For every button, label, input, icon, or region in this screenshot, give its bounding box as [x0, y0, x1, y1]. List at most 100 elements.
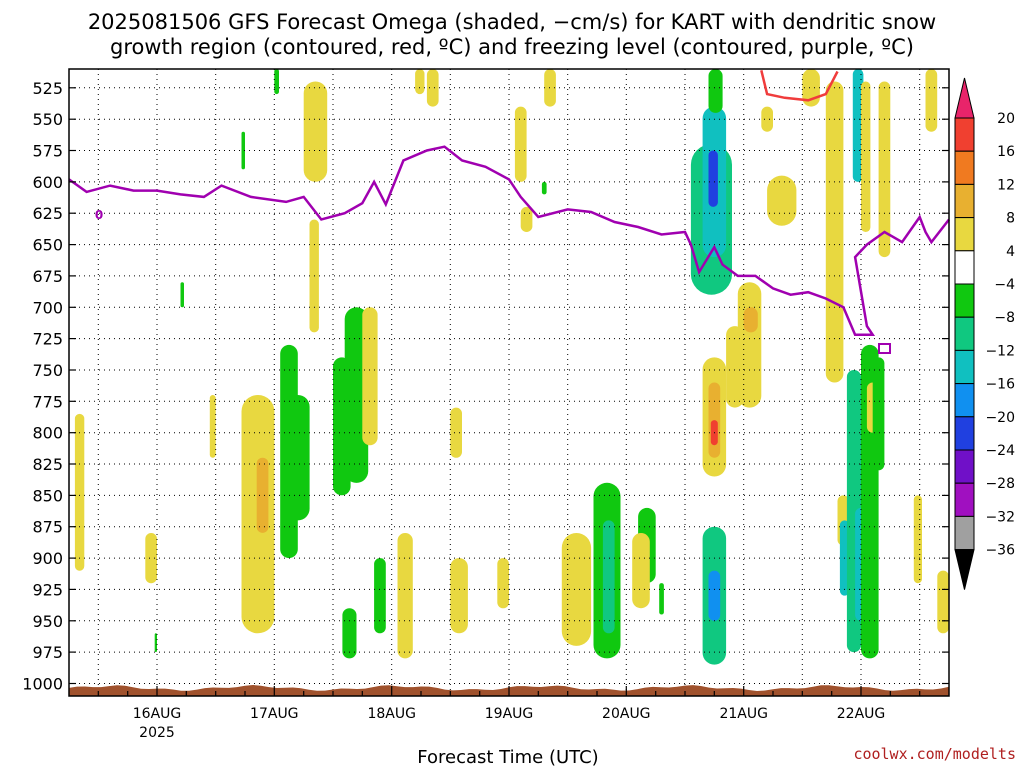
x-tick-label-18AUG: 18AUG	[367, 706, 416, 722]
colorbar-seg-6	[954, 283, 975, 318]
colorbar-seg-12	[954, 482, 975, 517]
omega-patch-18	[450, 558, 468, 634]
omega-patch-61	[541, 181, 547, 195]
omega-patch-17	[450, 407, 462, 458]
y-tick-label-525: 525	[32, 79, 63, 98]
omega-patch-41	[767, 175, 797, 226]
omega-patch-43	[825, 81, 844, 383]
colorbar-seg-3	[954, 183, 975, 219]
y-tick-label-600: 600	[32, 173, 63, 192]
colorbar-label-0: 20	[997, 111, 1015, 127]
colorbar-label-1: 16	[997, 144, 1015, 160]
omega-patch-21	[520, 206, 533, 232]
x-axis-year-label: 2025	[139, 725, 175, 741]
y-tick-label-550: 550	[32, 110, 63, 129]
y-tick-label-575: 575	[32, 142, 63, 161]
chart-title-line-1: 2025081506 GFS Forecast Omega (shaded, −…	[88, 10, 936, 34]
dgz-contour	[760, 70, 839, 102]
colorbar-label-11: −28	[985, 476, 1015, 492]
omega-patch-0	[74, 413, 85, 571]
colorbar-label-8: −16	[985, 377, 1015, 393]
y-tick-label-650: 650	[32, 236, 63, 255]
y-tick-label-625: 625	[32, 204, 63, 223]
colorbar-seg-1	[954, 117, 975, 152]
omega-patch-56	[937, 570, 949, 634]
omega-patch-14	[397, 533, 413, 659]
omega-patch-48	[852, 69, 864, 182]
x-tick-label-16AUG: 16AUG	[133, 706, 182, 722]
colorbar-seg-7	[954, 316, 975, 351]
omega-patch-60	[241, 131, 245, 170]
dgz-line	[760, 70, 839, 102]
colorbar-seg-13	[954, 515, 975, 551]
omega-patch-16	[426, 69, 439, 107]
colorbar-label-10: −24	[985, 443, 1015, 459]
colorbar-label-6: −8	[994, 310, 1015, 326]
omega-patch-31	[708, 69, 723, 113]
freezing-level-closed-contour	[878, 343, 891, 354]
omega-patch-2	[209, 395, 216, 458]
colorbar-label-13: −36	[985, 543, 1015, 559]
colorbar-seg-2	[954, 150, 975, 185]
omega-patch-39	[743, 307, 758, 333]
colorbar-label-9: −20	[985, 410, 1015, 426]
omega-patch-54	[913, 495, 922, 584]
omega-patch-12	[342, 608, 357, 659]
y-tick-label-750: 750	[32, 361, 63, 380]
x-tick-label-20AUG: 20AUG	[602, 706, 651, 722]
x-tick-label-22AUG: 22AUG	[837, 706, 886, 722]
y-tick-label-925: 925	[32, 580, 63, 599]
colorbar-label-7: −12	[985, 343, 1015, 359]
omega-patch-49	[861, 81, 871, 232]
omega-patch-33	[708, 382, 721, 458]
colorbar-label-3: 8	[1006, 211, 1015, 227]
omega-patch-23	[561, 533, 592, 646]
colorbar-seg-8	[954, 349, 975, 385]
colorbar-label-2: 12	[997, 177, 1015, 193]
omega-patch-15	[415, 69, 425, 95]
y-tick-label-975: 975	[32, 643, 63, 662]
omega-patch-58	[180, 282, 184, 308]
colorbar-seg-11	[954, 449, 975, 484]
credit-text: coolwx.com/modelts	[853, 745, 1016, 763]
omega-patch-22	[544, 69, 556, 107]
omega-patch-1	[145, 533, 157, 584]
omega-patch-36	[708, 570, 721, 621]
omega-patch-55	[925, 69, 938, 132]
freezing-level-line	[68, 145, 950, 337]
colorbar-label-5: −4	[994, 277, 1015, 293]
colorbar-label-4: 4	[1006, 244, 1015, 260]
omega-patch-53	[878, 81, 891, 258]
colorbar-label-12: −32	[985, 509, 1015, 525]
colorbar-seg-5	[954, 250, 975, 285]
omega-patch-38	[737, 282, 762, 408]
colorbar-top-arrow	[954, 77, 975, 119]
x-axis: 16AUG 17AUG 18AUG 19AUG 20AUG 21AUG 22AUG	[97, 686, 921, 722]
omega-patch-11	[362, 307, 378, 446]
omega-shading	[74, 69, 949, 665]
colorbar-seg-10	[954, 416, 975, 451]
omega-patch-40	[761, 106, 773, 132]
y-tick-label-950: 950	[32, 612, 63, 631]
omega-patch-20	[514, 106, 527, 182]
y-tick-label-825: 825	[32, 455, 63, 474]
y-tick-label-875: 875	[32, 518, 63, 537]
chart-title-line-2: growth region (contoured, red, ºC) and f…	[110, 35, 914, 59]
omega-patch-6	[286, 395, 310, 521]
gridlines	[69, 69, 949, 696]
y-tick-label-675: 675	[32, 267, 63, 286]
colorbar-bottom-arrow	[954, 549, 975, 590]
y-tick-label-900: 900	[32, 549, 63, 568]
y-tick-label-775: 775	[32, 392, 63, 411]
omega-patch-4	[256, 457, 269, 533]
y-tick-label-725: 725	[32, 330, 63, 349]
omega-patch-13	[374, 558, 386, 634]
omega-patch-59	[274, 69, 279, 95]
omega-patch-19	[497, 558, 509, 609]
omega-patch-52	[872, 357, 885, 471]
x-tick-label-21AUG: 21AUG	[719, 706, 768, 722]
y-axis: 525 550 575 600 625 650 675 700 725 750 775 800 825 8…	[22, 79, 949, 694]
omega-patch-30	[708, 150, 718, 207]
y-tick-label-850: 850	[32, 486, 63, 505]
